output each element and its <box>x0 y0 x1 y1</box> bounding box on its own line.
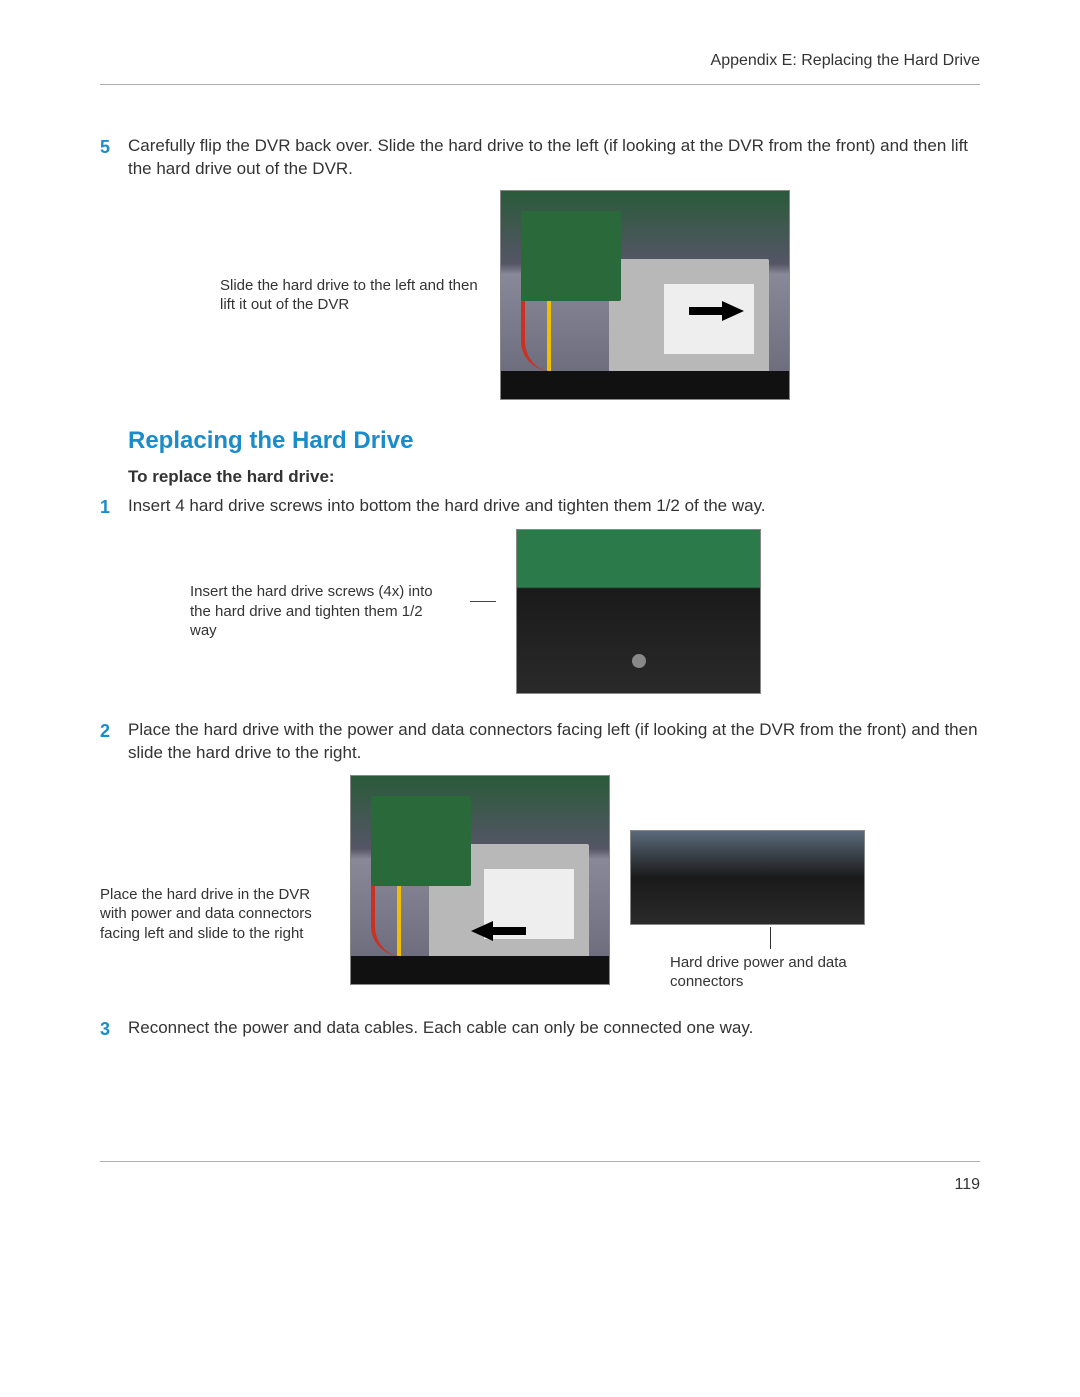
section-subhead: To replace the hard drive: <box>128 466 980 489</box>
figure-slide-out: Slide the hard drive to the left and the… <box>220 190 980 400</box>
leader-line-down <box>770 927 771 949</box>
leader-line <box>470 601 496 602</box>
hdd-side-image <box>516 529 761 694</box>
step-number: 3 <box>100 1017 128 1041</box>
running-head: Appendix E: Replacing the Hard Drive <box>100 50 980 85</box>
page-number: 119 <box>954 1176 980 1193</box>
connector-image <box>630 830 865 925</box>
install-step-1: 1 Insert 4 hard drive screws into bottom… <box>100 495 980 519</box>
install-step-2: 2 Place the hard drive with the power an… <box>100 719 980 765</box>
figure-caption-left: Place the hard drive in the DVR with pow… <box>100 775 330 944</box>
arrow-right-icon <box>722 301 744 321</box>
section-title: Replacing the Hard Drive <box>128 425 980 457</box>
cables-illustration <box>521 251 551 371</box>
step-number: 1 <box>100 495 128 519</box>
figure-place-hdd: Place the hard drive in the DVR with pow… <box>100 775 980 992</box>
cables-illustration <box>371 836 401 956</box>
page-footer: 119 <box>100 1161 980 1196</box>
dvr-base-illustration <box>501 371 789 399</box>
install-step-3: 3 Reconnect the power and data cables. E… <box>100 1017 980 1041</box>
figure-screws: Insert the hard drive screws (4x) into t… <box>190 529 980 694</box>
figure-caption: Insert the hard drive screws (4x) into t… <box>190 582 450 641</box>
dvr-open-image <box>500 190 790 400</box>
running-head-text: Appendix E: Replacing the Hard Drive <box>711 52 980 69</box>
removal-step-5: 5 Carefully flip the DVR back over. Slid… <box>100 135 980 181</box>
connector-callout: Hard drive power and data connectors <box>630 775 870 992</box>
figure-caption: Slide the hard drive to the left and the… <box>220 276 480 315</box>
step-text: Insert 4 hard drive screws into bottom t… <box>128 495 980 518</box>
figure-caption-right: Hard drive power and data connectors <box>670 953 870 992</box>
step-number: 2 <box>100 719 128 743</box>
step-number: 5 <box>100 135 128 159</box>
step-text: Place the hard drive with the power and … <box>128 719 980 765</box>
arrow-left-icon <box>471 921 493 941</box>
step-text: Reconnect the power and data cables. Eac… <box>128 1017 980 1040</box>
step-text: Carefully flip the DVR back over. Slide … <box>128 135 980 181</box>
dvr-open-image-2 <box>350 775 610 985</box>
dvr-base-illustration <box>351 956 609 984</box>
